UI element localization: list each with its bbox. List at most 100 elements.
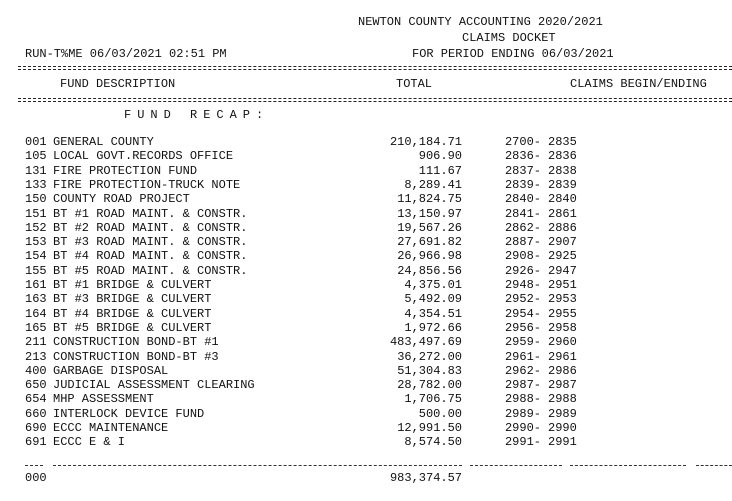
claims-end: 2961: [548, 349, 577, 364]
claims-end: 2886: [548, 220, 577, 235]
claims-end: 2958: [548, 320, 577, 335]
fund-code: 133: [25, 177, 47, 192]
claims-begin: 2961-: [504, 349, 541, 364]
fund-code: 154: [25, 249, 47, 264]
claims-begin: 2839-: [504, 177, 541, 192]
fund-description: ECCC E & I: [53, 435, 126, 450]
fund-code: 155: [25, 263, 47, 278]
fund-code: 650: [25, 378, 47, 393]
fund-code: 690: [25, 421, 47, 435]
fund-description: BT #3 BRIDGE & CULVERT: [53, 292, 212, 307]
claims-end: 2907: [548, 235, 577, 250]
claims-end: 2838: [548, 163, 577, 178]
claims-end: 2989: [548, 406, 577, 421]
claims-end: 2839: [548, 177, 577, 192]
fund-description: BT #3 ROAD MAINT. & CONSTR.: [53, 235, 248, 250]
separator-dash: [53, 465, 462, 466]
fund-total: 5,492.09: [404, 292, 462, 307]
fund-total: 4,354.51: [404, 306, 462, 321]
claims-end: 2861: [548, 206, 577, 221]
fund-code: 660: [25, 406, 47, 421]
fund-code: 153: [25, 235, 47, 250]
claims-begin: 2836-: [504, 149, 541, 164]
claims-begin: 2948-: [504, 278, 541, 292]
fund-code: 161: [25, 278, 47, 292]
claims-end: 2991: [548, 435, 577, 450]
fund-description: LOCAL GOVT.RECORDS OFFICE: [53, 149, 234, 164]
claims-end: 2951: [548, 278, 577, 292]
fund-code: 131: [25, 163, 47, 178]
fund-total: 8,289.41: [404, 177, 462, 192]
grand-total-amount: 983,374.57: [389, 471, 462, 485]
fund-total: 1,706.75: [404, 392, 462, 407]
fund-description: CONSTRUCTION BOND-BT #1: [53, 335, 219, 350]
period-ending: FOR PERIOD ENDING 06/03/2021: [412, 47, 614, 61]
run-time: RUN-T%ME 06/03/2021 02:51 PM: [25, 47, 227, 61]
report-title: CLAIMS DOCKET: [462, 31, 556, 45]
fund-code: 151: [25, 206, 47, 221]
col-fund-description: FUND DESCRIPTION: [60, 77, 176, 91]
claims-begin: 2840-: [504, 192, 541, 207]
separator-dash: [25, 465, 43, 466]
fund-total: 8,574.50: [404, 435, 462, 450]
fund-code: 152: [25, 220, 47, 235]
header-double-rule: [18, 66, 732, 70]
fund-total: 500.00: [418, 406, 462, 421]
claims-end: 2955: [548, 306, 577, 321]
fund-total: 26,966.98: [397, 249, 462, 264]
fund-code: 213: [25, 349, 47, 364]
claims-begin: 2989-: [504, 406, 541, 421]
claims-end: 2953: [548, 292, 577, 307]
fund-description: FIRE PROTECTION-TRUCK NOTE: [53, 177, 241, 192]
fund-description: COUNTY ROAD PROJECT: [53, 192, 190, 207]
fund-code: 400: [25, 363, 47, 378]
separator-dash: [470, 465, 562, 466]
claims-end: 2988: [548, 392, 577, 407]
fund-total: 483,497.69: [389, 335, 462, 350]
fund-code: 001: [25, 135, 47, 149]
claims-begin: 2954-: [504, 306, 541, 321]
col-claims-begin-ending: CLAIMS BEGIN/ENDING: [570, 77, 707, 91]
fund-description: BT #4 ROAD MAINT. & CONSTR.: [53, 249, 248, 264]
fund-description: BT #1 ROAD MAINT. & CONSTR.: [53, 206, 248, 221]
column-double-rule: [18, 98, 732, 102]
fund-code: 150: [25, 192, 47, 207]
claims-end: 2835: [548, 135, 577, 149]
fund-description: GENERAL COUNTY: [53, 135, 154, 149]
fund-description: MHP ASSESSMENT: [53, 392, 154, 407]
fund-description: ECCC MAINTENANCE: [53, 421, 169, 435]
claims-end: 2960: [548, 335, 577, 350]
fund-code: 163: [25, 292, 47, 307]
fund-description: FIRE PROTECTION FUND: [53, 163, 198, 178]
fund-description: BT #4 BRIDGE & CULVERT: [53, 306, 212, 321]
fund-code: 164: [25, 306, 47, 321]
fund-total: 4,375.01: [404, 278, 462, 292]
claims-end: 2836: [548, 149, 577, 164]
fund-code: 691: [25, 435, 47, 450]
col-total: TOTAL: [396, 77, 433, 91]
claims-begin: 2837-: [504, 163, 541, 178]
claims-begin: 2962-: [504, 363, 541, 378]
claims-end: 2925: [548, 249, 577, 264]
fund-description: BT #1 BRIDGE & CULVERT: [53, 278, 212, 292]
fund-description: INTERLOCK DEVICE FUND: [53, 406, 205, 421]
fund-code: 165: [25, 320, 47, 335]
fund-total: 51,304.83: [397, 363, 462, 378]
fund-description: BT #5 BRIDGE & CULVERT: [53, 320, 212, 335]
claims-end: 2840: [548, 192, 577, 207]
section-title: FUND RECAP:: [124, 108, 270, 122]
separator-dash: [696, 465, 732, 466]
claims-begin: 2990-: [504, 421, 541, 435]
claims-begin: 2887-: [504, 235, 541, 250]
claims-begin: 2700-: [504, 135, 541, 149]
claims-begin: 2988-: [504, 392, 541, 407]
claims-begin: 2908-: [504, 249, 541, 264]
fund-description: JUDICIAL ASSESSMENT CLEARING: [53, 378, 255, 393]
claims-end: 2987: [548, 378, 577, 393]
fund-total: 1,972.66: [404, 320, 462, 335]
claims-begin: 2956-: [504, 320, 541, 335]
fund-description: CONSTRUCTION BOND-BT #3: [53, 349, 219, 364]
fund-total: 210,184.71: [389, 135, 462, 149]
claims-begin: 2841-: [504, 206, 541, 221]
claims-end: 2986: [548, 363, 577, 378]
